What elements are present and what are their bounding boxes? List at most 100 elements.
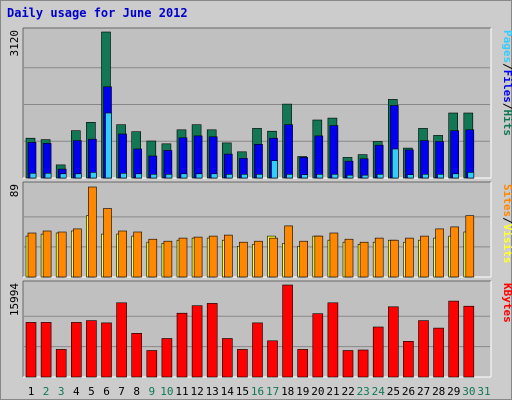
x-tick-label: 8	[133, 385, 140, 398]
bar-sites	[450, 226, 460, 278]
bar-kbytes	[222, 338, 233, 378]
x-tick-label: 25	[387, 385, 400, 398]
bar-files	[178, 137, 188, 179]
bar-files	[254, 144, 263, 179]
legend-separator: /	[501, 217, 512, 224]
x-axis-labels: 1 2 3 4 5 6 7 8 9 10 11 12 13 14 15 16 17 18 19 20 21 22 23 24 2…	[28, 385, 491, 398]
x-tick-label: 4	[73, 385, 80, 398]
bar-sites	[88, 186, 97, 278]
x-tick-label: 26	[402, 385, 415, 398]
x-tick-label: 31	[477, 385, 490, 398]
bar-pages	[29, 173, 37, 179]
bar-sites	[420, 235, 429, 278]
bar-sites	[389, 239, 399, 278]
bar-kbytes	[282, 284, 293, 378]
bar-sites	[57, 231, 67, 278]
panel-visits_sites: 89 Sites/Visits	[8, 181, 512, 278]
bar-pages	[391, 148, 399, 179]
bar-sites	[224, 234, 233, 278]
bar-kbytes	[252, 322, 263, 378]
bar-sites	[42, 230, 52, 278]
x-tick-label: 30	[462, 385, 475, 398]
x-tick-label: 18	[281, 385, 294, 398]
bar-kbytes	[327, 302, 339, 378]
bar-kbytes	[86, 320, 97, 378]
bar-sites	[374, 237, 384, 278]
bar-files	[208, 136, 218, 179]
bar-files	[465, 129, 475, 179]
bar-pages	[361, 174, 369, 179]
x-tick-label: 19	[296, 385, 309, 398]
x-tick-label: 21	[326, 385, 339, 398]
bar-kbytes	[161, 338, 173, 378]
x-tick-label: 27	[417, 385, 430, 398]
x-tick-label: 24	[372, 385, 386, 398]
legend-item: KBytes	[501, 283, 512, 323]
bar-kbytes	[146, 350, 158, 378]
panel-kbytes: 15994 KBytes	[8, 280, 512, 378]
legend: Sites/Visits	[501, 184, 512, 264]
x-tick-label: 6	[103, 385, 110, 398]
y-axis-max-label: 3120	[8, 30, 21, 57]
bar-pages	[59, 173, 67, 179]
bar-pages	[331, 174, 339, 179]
x-tick-label: 14	[221, 385, 235, 398]
bar-pages	[256, 174, 263, 179]
x-tick-label: 17	[266, 385, 279, 398]
bar-pages	[271, 160, 278, 179]
bar-files	[405, 149, 414, 179]
x-tick-label: 16	[251, 385, 264, 398]
bar-files	[420, 140, 429, 179]
bar-pages	[226, 174, 233, 179]
bar-files	[27, 142, 37, 179]
bar-sites	[133, 231, 142, 278]
x-tick-label: 15	[236, 385, 249, 398]
bar-pages	[286, 174, 293, 179]
bar-sites	[118, 230, 127, 278]
bar-sites	[405, 237, 414, 278]
bar-kbytes	[71, 322, 82, 378]
x-tick-label: 3	[58, 385, 65, 398]
bar-pages	[90, 172, 97, 179]
x-tick-label: 1	[28, 385, 35, 398]
x-tick-label: 9	[148, 385, 155, 398]
x-tick-label: 20	[311, 385, 324, 398]
x-tick-label: 2	[43, 385, 50, 398]
legend: Pages/Files/Hits	[501, 30, 512, 136]
bar-sites	[148, 238, 158, 278]
x-tick-label: 28	[432, 385, 445, 398]
bar-sites	[465, 215, 475, 278]
bar-sites	[269, 237, 278, 278]
x-tick-label: 29	[447, 385, 460, 398]
bar-pages	[75, 173, 82, 179]
bar-kbytes	[297, 349, 309, 378]
legend-separator: /	[501, 63, 512, 70]
bar-kbytes	[267, 340, 278, 378]
bar-kbytes	[176, 312, 188, 378]
bar-files	[193, 135, 203, 179]
bar-pages	[407, 174, 414, 179]
bar-pages	[316, 174, 324, 179]
bar-files	[73, 140, 82, 179]
bar-sites	[254, 240, 263, 278]
x-tick-label: 5	[88, 385, 95, 398]
bar-pages	[346, 174, 354, 179]
legend-item: Files	[501, 70, 512, 103]
bar-kbytes	[206, 303, 218, 378]
bar-files	[163, 150, 173, 179]
bar-sites	[103, 208, 112, 278]
bar-pages	[467, 172, 475, 179]
bar-kbytes	[131, 332, 142, 378]
bar-sites	[208, 235, 218, 278]
bar-sites	[193, 236, 203, 278]
bar-pages	[180, 173, 188, 179]
bar-kbytes	[463, 305, 475, 378]
x-tick-label: 12	[190, 385, 203, 398]
legend-separator: /	[501, 103, 512, 110]
chart-title: Daily usage for June 2012	[7, 6, 188, 20]
bar-kbytes	[101, 322, 112, 378]
bar-files	[284, 124, 293, 179]
bar-files	[435, 141, 444, 179]
